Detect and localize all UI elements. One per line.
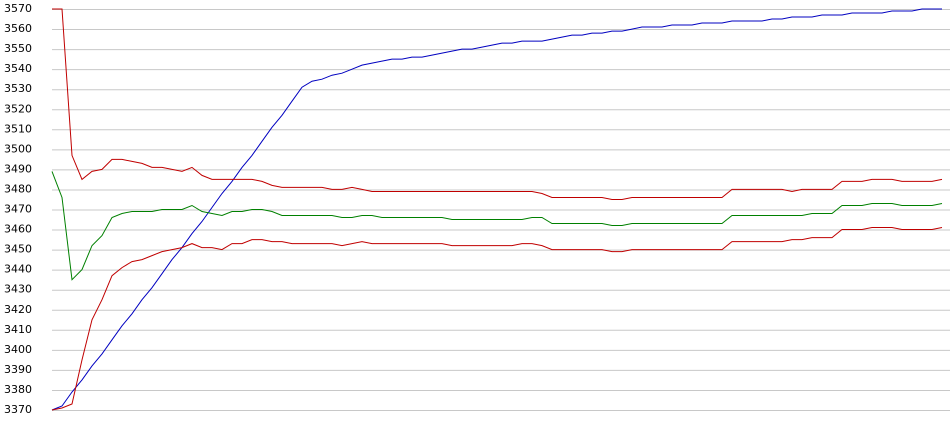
y-tick-label: 3440 — [4, 263, 32, 276]
y-tick-label: 3560 — [4, 22, 32, 35]
y-tick-label: 3530 — [4, 82, 32, 95]
y-tick-label: 3370 — [4, 403, 32, 416]
y-tick-label: 3470 — [4, 203, 32, 216]
series-line — [52, 8, 943, 200]
y-tick-label: 3490 — [4, 162, 32, 175]
y-tick-label: 3400 — [4, 343, 32, 356]
series-line — [51, 8, 942, 411]
y-tick-label: 3420 — [4, 303, 32, 316]
y-tick-label: 3570 — [4, 2, 32, 15]
y-tick-label: 3380 — [4, 383, 32, 396]
y-tick-label: 3510 — [4, 122, 32, 135]
series-line — [51, 171, 943, 281]
y-tick-label: 3480 — [4, 182, 32, 195]
y-tick-label: 3460 — [4, 223, 32, 236]
y-tick-label: 3540 — [4, 62, 32, 75]
y-tick-label: 3430 — [4, 283, 32, 296]
y-tick-label: 3390 — [4, 363, 32, 376]
y-tick-label: 3550 — [4, 42, 32, 55]
y-tick-label: 3500 — [4, 142, 32, 155]
y-tick-label: 3450 — [4, 243, 32, 256]
series-line — [51, 227, 943, 411]
y-tick-label: 3520 — [4, 102, 32, 115]
y-tick-label: 3410 — [4, 323, 32, 336]
